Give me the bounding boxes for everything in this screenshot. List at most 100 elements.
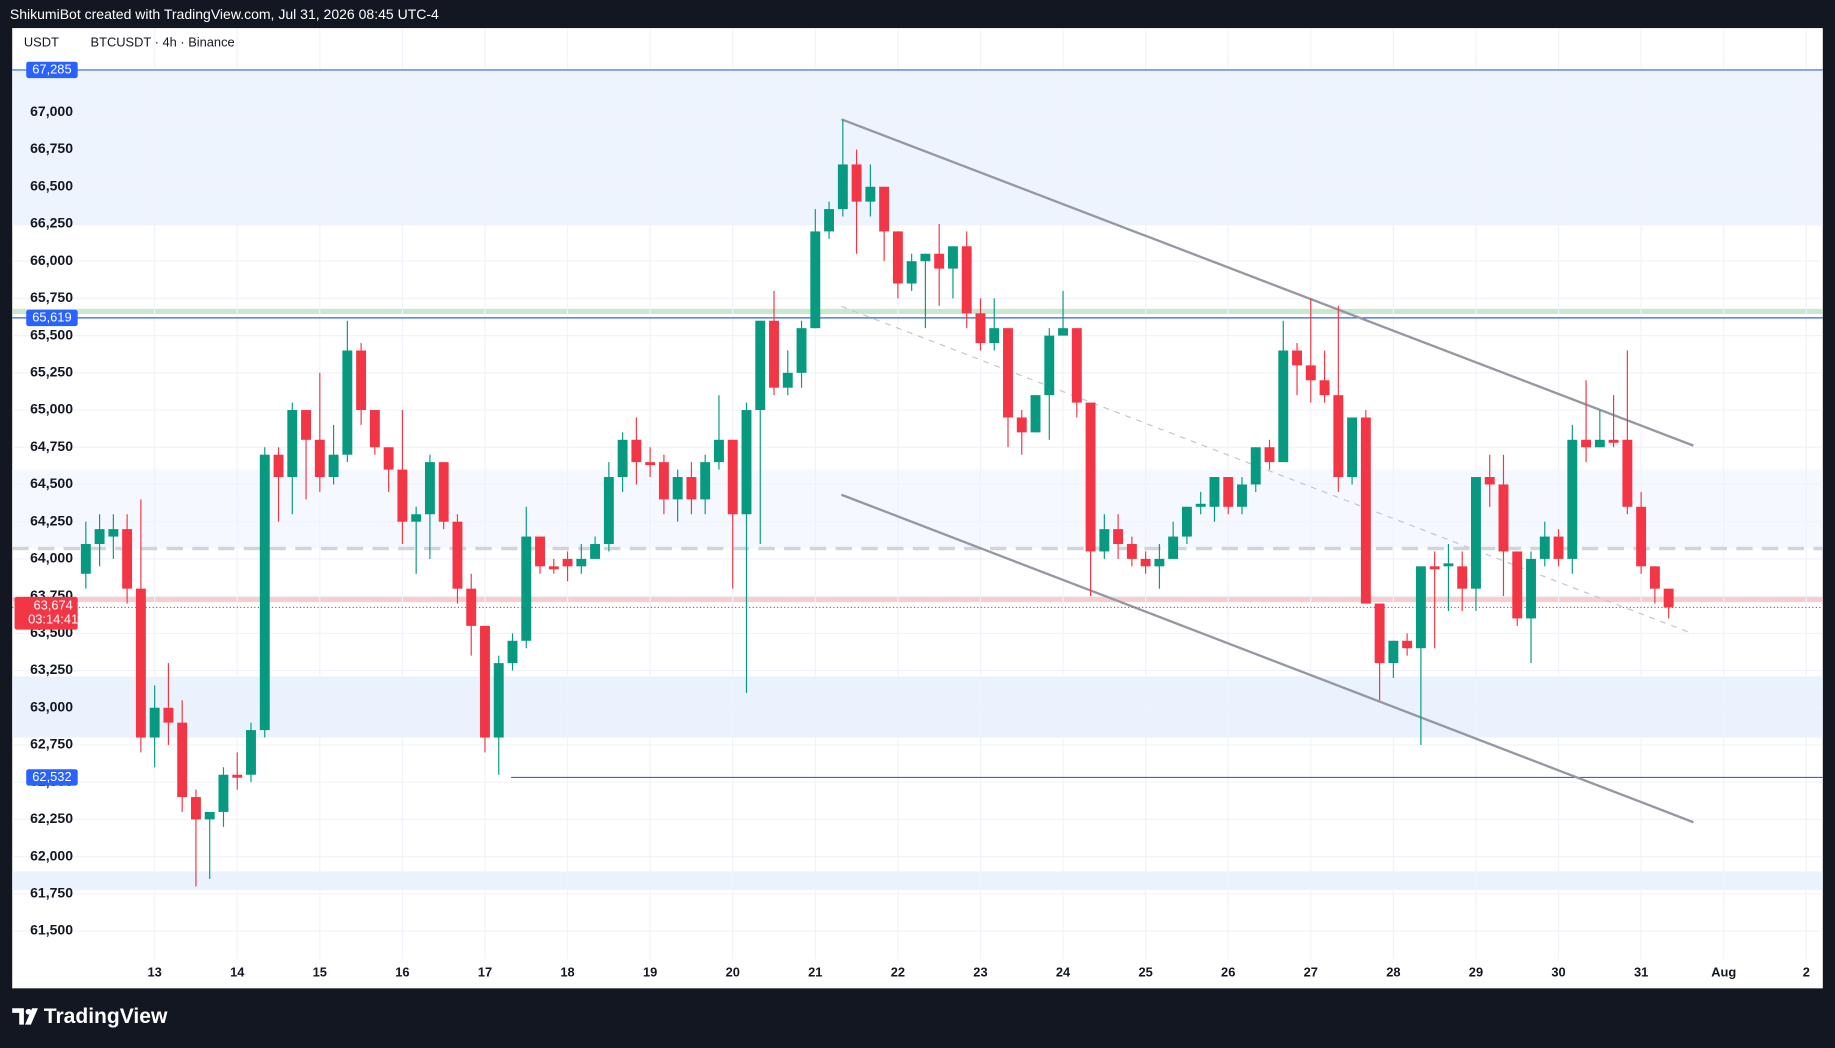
x-tick-label: 18: [560, 965, 574, 980]
candle-body: [1498, 484, 1509, 552]
candle-body: [1471, 477, 1481, 589]
candle-body: [1636, 506, 1647, 567]
last-price-label: 63,674: [33, 598, 72, 613]
trendline: [841, 118, 1694, 447]
candle-body: [1649, 566, 1660, 589]
level-label-box: [26, 309, 78, 327]
x-tick-label: 13: [147, 965, 161, 980]
candle-body: [796, 328, 807, 373]
x-tick-label: 19: [643, 965, 657, 980]
candle-body: [1154, 558, 1165, 567]
candle-body: [411, 514, 422, 522]
candle-body: [1181, 506, 1192, 537]
y-tick-label: 64,250: [30, 512, 73, 528]
candle-body: [617, 439, 628, 478]
candle-body: [1429, 566, 1440, 570]
trendline: [841, 305, 1694, 635]
candle-body: [1237, 484, 1247, 507]
candle-body: [328, 454, 339, 478]
candle-body: [576, 558, 587, 567]
candle-body: [190, 797, 201, 820]
candle-body: [1209, 477, 1220, 507]
y-tick-label: 65,000: [30, 401, 73, 417]
candle-body: [1071, 328, 1082, 403]
x-tick-label: Aug: [1711, 965, 1736, 980]
candle-body: [906, 261, 917, 284]
candle-body: [383, 447, 394, 470]
candle-body: [562, 558, 573, 567]
candle-body: [507, 640, 518, 664]
candle-body: [369, 410, 380, 448]
candle-body: [1099, 529, 1110, 552]
y-tick-label: 62,000: [30, 847, 73, 863]
candle-body: [1374, 603, 1385, 664]
y-tick-label: 63,250: [30, 661, 73, 677]
candle-body: [1003, 328, 1013, 418]
y-tick-label: 66,000: [30, 252, 73, 268]
y-tick-label: 66,750: [30, 140, 73, 156]
y-tick-label: 62,250: [30, 810, 73, 826]
candle-body: [232, 774, 243, 778]
candle-body: [590, 544, 601, 559]
candle-body: [1319, 380, 1330, 396]
candle-body: [1622, 439, 1633, 507]
x-tick-label: 29: [1469, 965, 1483, 980]
level-label: 65,619: [32, 309, 71, 324]
zone: [12, 871, 1823, 891]
candle-body: [1388, 640, 1399, 664]
candle-body: [1278, 350, 1289, 463]
candle-body: [700, 462, 711, 500]
x-tick-label: 26: [1221, 965, 1235, 980]
candle-body: [1581, 439, 1592, 448]
x-tick-label: 20: [726, 965, 740, 980]
candle-body: [741, 410, 752, 515]
y-tick-label: 64,750: [30, 438, 73, 454]
candle-body: [163, 707, 174, 723]
x-tick-label: 28: [1386, 965, 1400, 980]
x-tick-label: 15: [313, 965, 327, 980]
candle-body: [149, 707, 160, 738]
candle-body: [1539, 536, 1550, 559]
candle-body: [947, 246, 958, 269]
candle-body: [879, 186, 890, 232]
candle-body: [1044, 335, 1055, 396]
currency-label: USDT: [24, 35, 59, 50]
level-label-box: [26, 769, 78, 786]
y-tick-label: 65,500: [30, 326, 73, 342]
candle-body: [246, 730, 256, 775]
x-tick-label: 23: [973, 965, 987, 980]
candle-body: [218, 774, 229, 812]
candle-body: [961, 246, 972, 314]
candle-body: [714, 439, 724, 463]
level-label-box: [26, 61, 78, 79]
candle-body: [1608, 439, 1619, 443]
candle-body: [1264, 447, 1275, 463]
candle-body: [1333, 395, 1344, 478]
candle-body: [1195, 503, 1206, 507]
candle-body: [824, 209, 835, 232]
candle-body: [259, 454, 270, 731]
x-tick-label: 21: [808, 965, 822, 980]
candle-body: [438, 462, 449, 522]
candle-body: [1113, 529, 1124, 545]
candle-body: [755, 320, 766, 411]
candle-body: [1512, 551, 1523, 619]
candle-body: [810, 231, 821, 329]
header-text: ShikumiBot created with TradingView.com,…: [10, 6, 439, 22]
level-label: 67,285: [32, 61, 71, 76]
candle-body: [1292, 350, 1302, 366]
candle-body: [603, 477, 614, 545]
candle-body: [424, 462, 435, 515]
candle-body: [975, 313, 986, 344]
candle-body: [672, 477, 683, 500]
candle-body: [122, 529, 133, 589]
x-tick-label: 27: [1304, 965, 1318, 980]
zone: [12, 308, 1823, 315]
x-tick-label: 24: [1056, 965, 1071, 980]
brand-logo: [12, 1008, 38, 1025]
candle-body: [1663, 588, 1674, 608]
x-tick-label: 16: [395, 965, 409, 980]
candle-body: [865, 186, 876, 202]
candle-body: [135, 588, 146, 738]
candle-body: [1250, 447, 1261, 485]
